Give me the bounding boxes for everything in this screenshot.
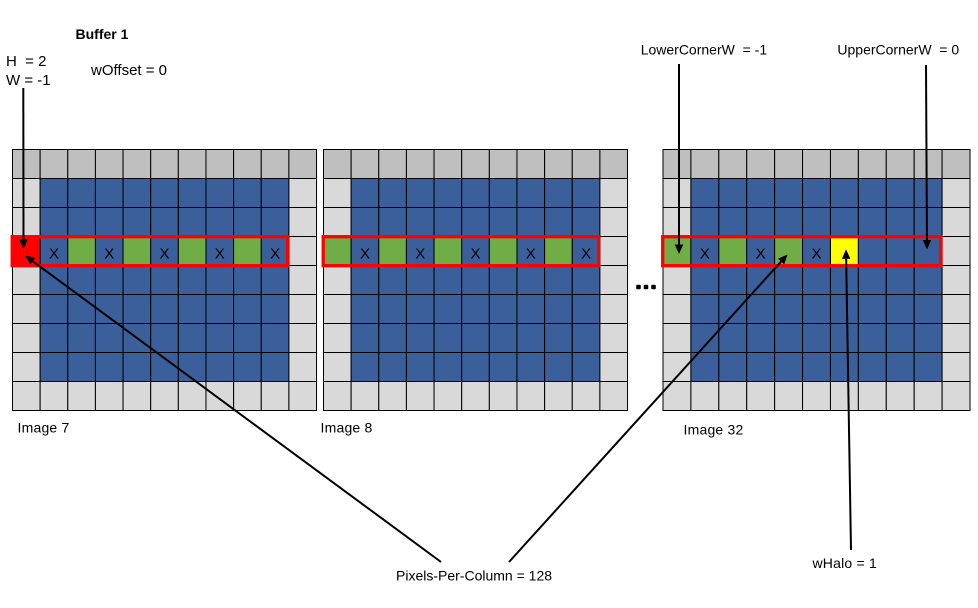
- svg-text:Image 8: Image 8: [321, 420, 373, 436]
- svg-text:Image 32: Image 32: [684, 421, 744, 437]
- svg-text:wHalo = 1: wHalo = 1: [812, 555, 877, 571]
- svg-text:X: X: [471, 246, 481, 263]
- svg-text:X: X: [756, 246, 766, 263]
- svg-text:wOffset = 0: wOffset = 0: [90, 62, 167, 79]
- svg-text:W = -1: W = -1: [6, 72, 51, 89]
- svg-text:X: X: [360, 246, 370, 263]
- svg-text:Image 7: Image 7: [18, 420, 70, 436]
- svg-text:Pixels-Per-Column = 128: Pixels-Per-Column = 128: [396, 568, 552, 584]
- svg-text:X: X: [581, 246, 591, 263]
- svg-text:X: X: [160, 246, 170, 263]
- svg-text:X: X: [215, 246, 225, 263]
- svg-text:X: X: [270, 246, 280, 263]
- svg-text:X: X: [811, 246, 821, 263]
- svg-text:X: X: [526, 246, 536, 263]
- svg-text:UpperCornerW = 0: UpperCornerW = 0: [837, 41, 959, 57]
- svg-text:LowerCornerW = -1: LowerCornerW = -1: [641, 41, 768, 57]
- svg-text:H = 2: H = 2: [6, 53, 46, 70]
- svg-text:X: X: [415, 246, 425, 263]
- svg-text:X: X: [700, 246, 710, 263]
- svg-text:X: X: [49, 246, 59, 263]
- svg-text:X: X: [104, 246, 114, 263]
- svg-text:Buffer 1: Buffer 1: [76, 26, 129, 42]
